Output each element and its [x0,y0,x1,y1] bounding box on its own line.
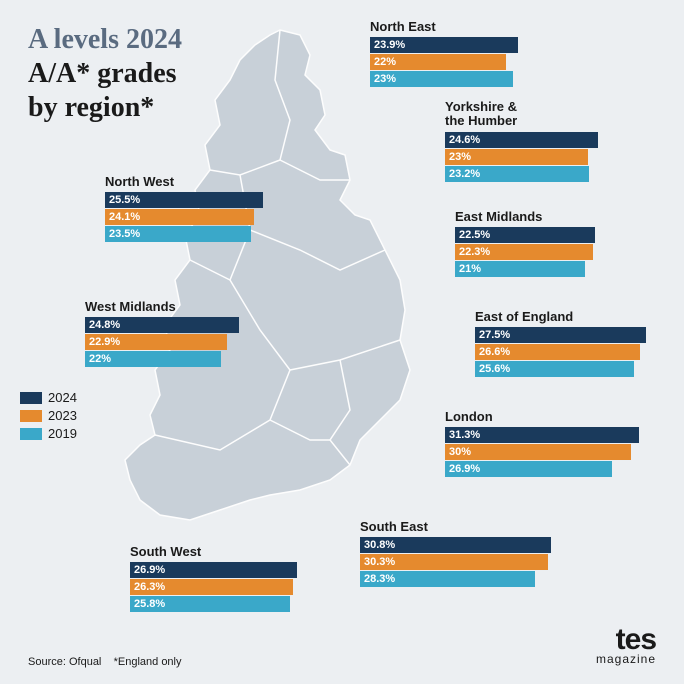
data-bar: 22.3% [455,244,593,260]
data-bar: 22.9% [85,334,227,350]
data-bar: 25.6% [475,361,634,377]
data-bar: 26.6% [475,344,640,360]
logo-sub: magazine [596,652,656,666]
region-name: East Midlands [455,210,595,224]
region-block: London 31.3%30%26.9% [445,410,639,478]
data-bar: 23.5% [105,226,251,242]
data-bar: 21% [455,261,585,277]
region-name: South East [360,520,551,534]
data-bar: 23.9% [370,37,518,53]
region-name: West Midlands [85,300,239,314]
data-bar: 23% [445,149,588,165]
legend-swatch [20,392,42,404]
data-bar: 27.5% [475,327,646,343]
legend-item: 2024 [20,390,77,405]
data-bar: 26.9% [445,461,612,477]
region-block: South West 26.9%26.3%25.8% [130,545,297,613]
legend-item: 2019 [20,426,77,441]
region-name: North West [105,175,263,189]
region-block: North West 25.5%24.1%23.5% [105,175,263,243]
region-name: South West [130,545,297,559]
footnote-text: *England only [114,656,182,668]
data-bar: 24.6% [445,132,598,148]
data-bar: 22% [370,54,506,70]
region-block: East of England 27.5%26.6%25.6% [475,310,646,378]
data-bar: 24.8% [85,317,239,333]
legend-label: 2023 [48,408,77,423]
chart-title: A levels 2024 A/A* grades by region* [28,24,182,124]
legend: 2024 2023 2019 [20,390,77,444]
region-name: Yorkshire &the Humber [445,100,598,129]
tes-logo: tes magazine [596,628,656,666]
data-bar: 31.3% [445,427,639,443]
data-bar: 22.5% [455,227,595,243]
legend-label: 2024 [48,390,77,405]
source-text: Source: Ofqual [28,656,101,668]
legend-item: 2023 [20,408,77,423]
data-bar: 30.8% [360,537,551,553]
region-name: East of England [475,310,646,324]
region-block: Yorkshire &the Humber 24.6%23%23.2% [445,100,598,183]
logo-main: tes [596,628,656,652]
region-block: South East 30.8%30.3%28.3% [360,520,551,588]
legend-label: 2019 [48,426,77,441]
title-main-b: by region* [28,92,182,124]
data-bar: 26.3% [130,579,293,595]
data-bar: 22% [85,351,221,367]
data-bar: 25.8% [130,596,290,612]
region-name: North East [370,20,518,34]
data-bar: 23% [370,71,513,87]
region-block: North East 23.9%22%23% [370,20,518,88]
legend-swatch [20,428,42,440]
title-main-a: A/A* grades [28,58,182,90]
data-bar: 30% [445,444,631,460]
legend-swatch [20,410,42,422]
data-bar: 28.3% [360,571,535,587]
region-name: London [445,410,639,424]
region-block: East Midlands 22.5%22.3%21% [455,210,595,278]
data-bar: 25.5% [105,192,263,208]
data-bar: 24.1% [105,209,254,225]
title-year: A levels 2024 [28,24,182,56]
data-bar: 23.2% [445,166,589,182]
data-bar: 30.3% [360,554,548,570]
footer: Source: Ofqual *England only [28,656,182,668]
data-bar: 26.9% [130,562,297,578]
region-block: West Midlands 24.8%22.9%22% [85,300,239,368]
